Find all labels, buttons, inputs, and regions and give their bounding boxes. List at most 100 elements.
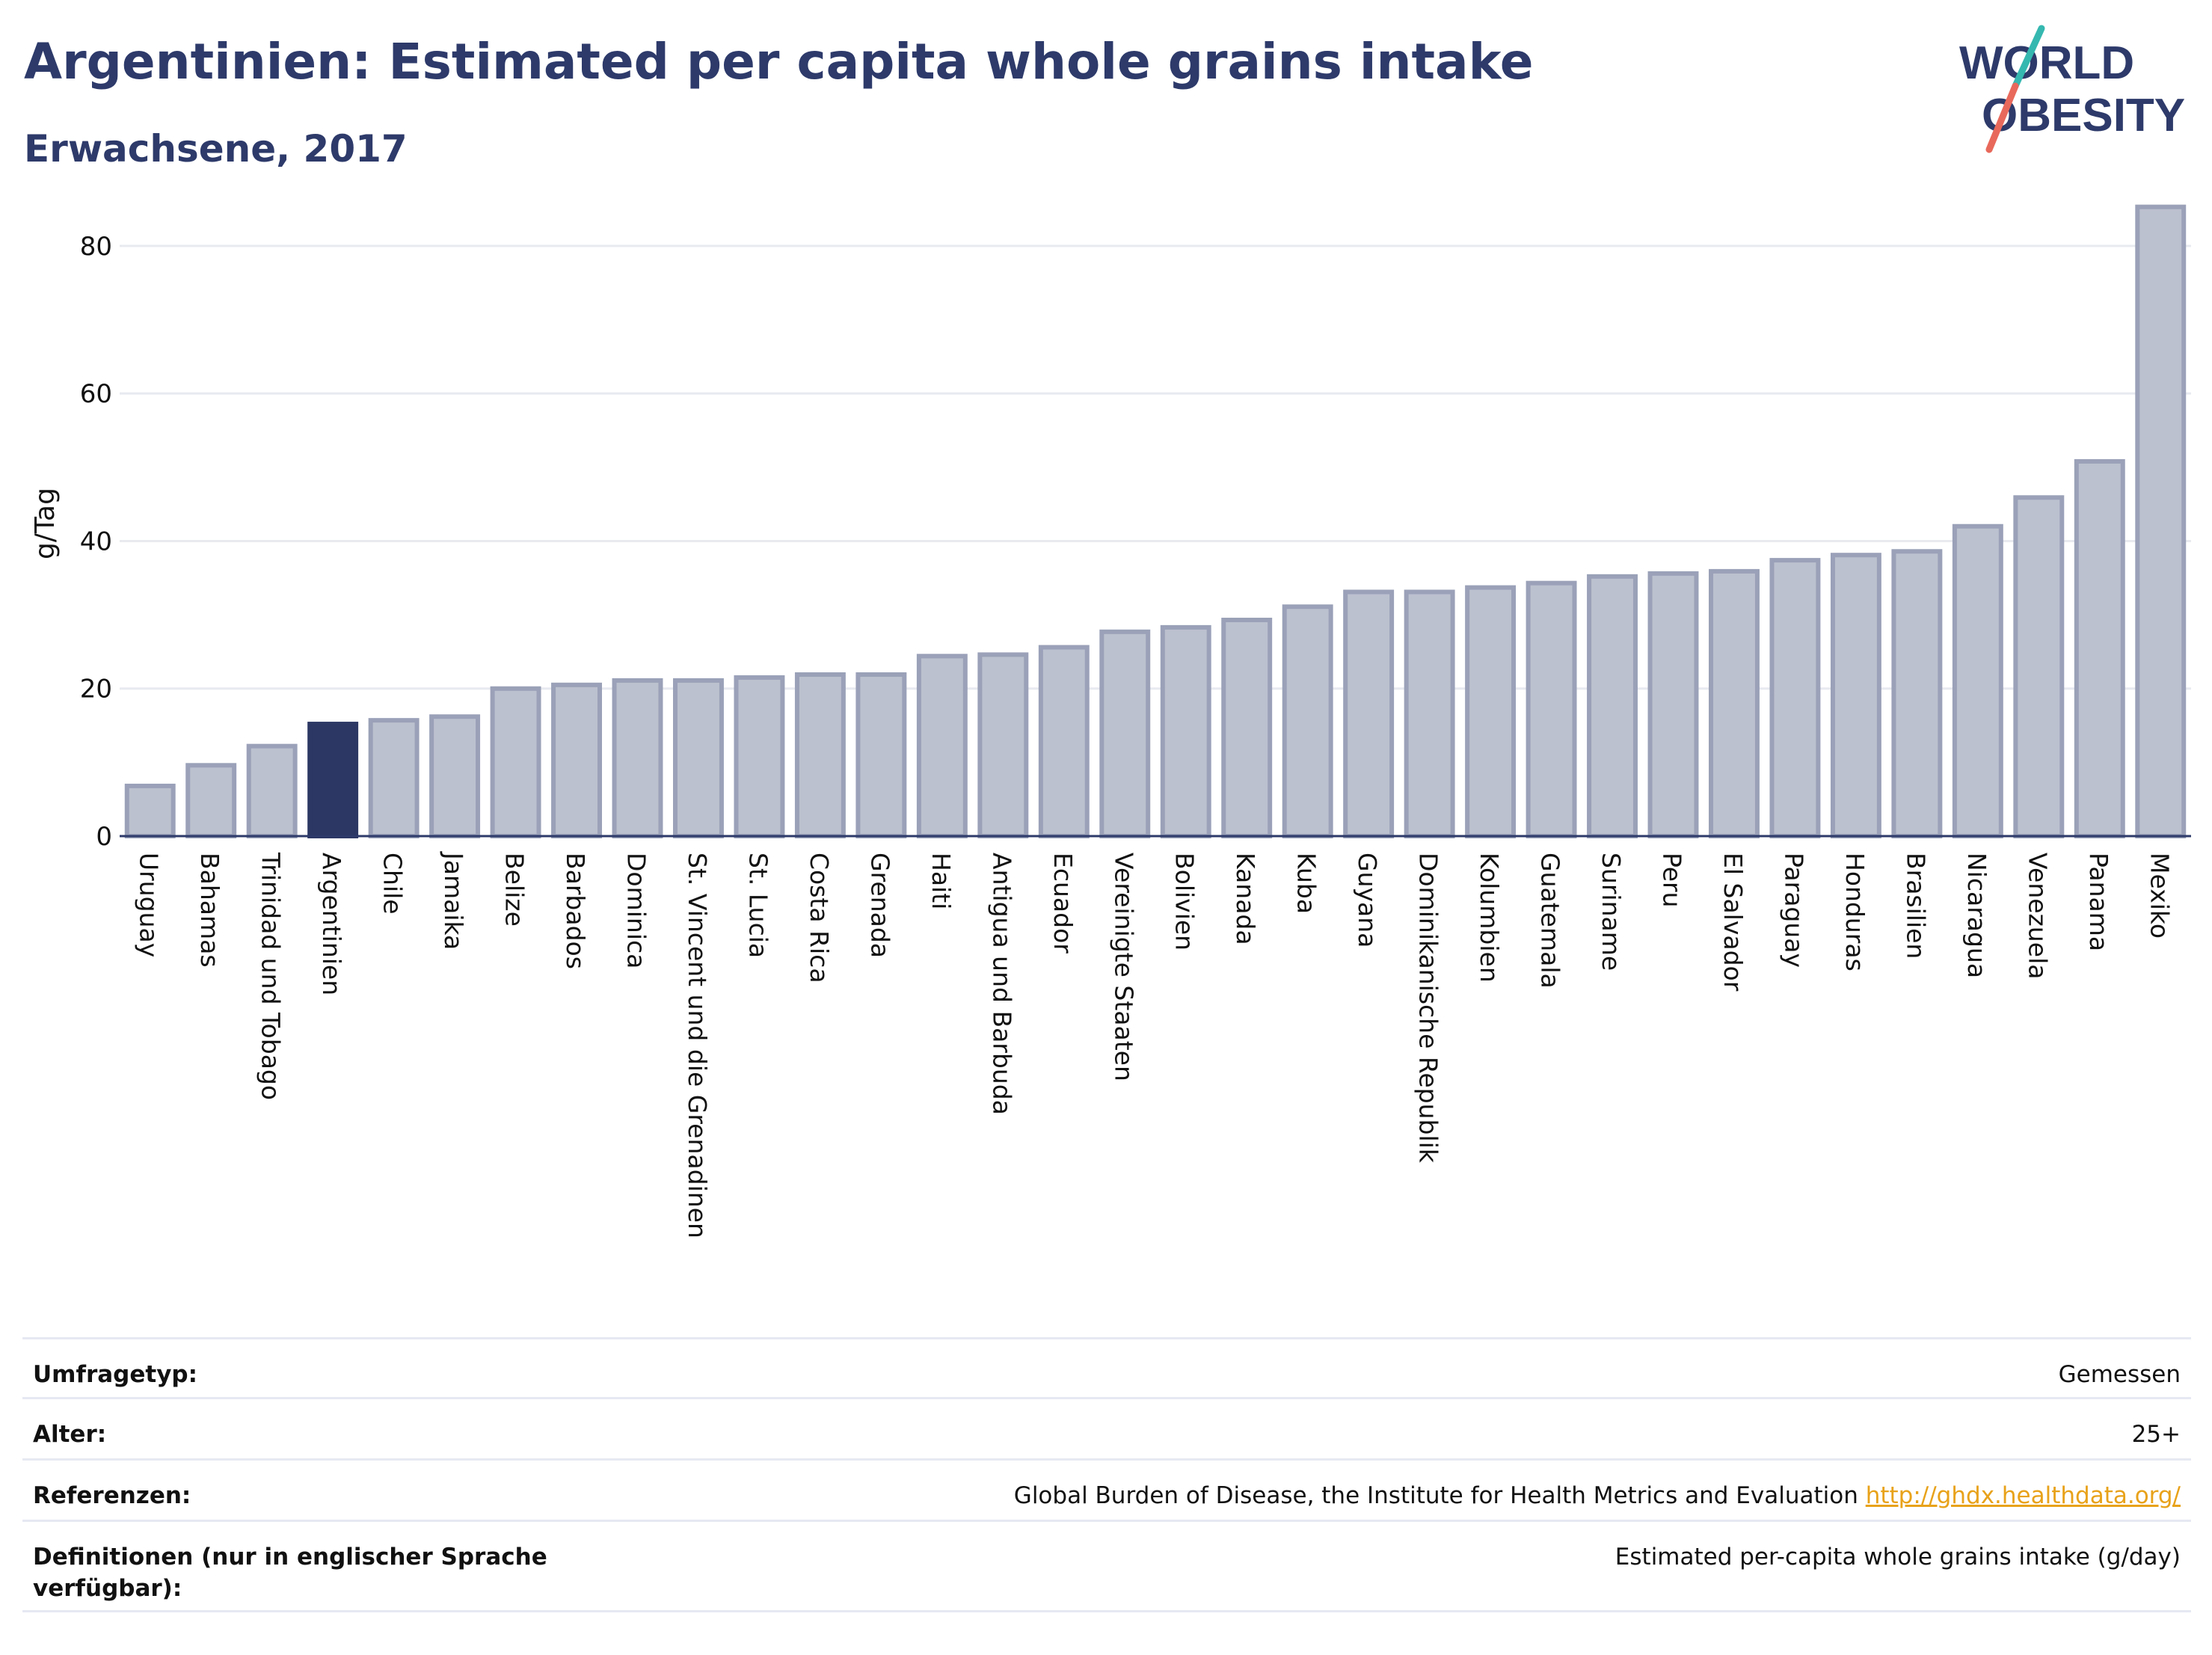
y-tick-label: 20 (80, 675, 112, 704)
x-tick-label: Chile (378, 853, 408, 915)
logo-slash-coral (1985, 82, 2019, 153)
info-value-text: 25+ (2131, 1421, 2181, 1448)
info-key: Definitionen (nur in englischer Sprache … (33, 1544, 547, 1602)
info-value-text: Global Burden of Disease, the Institute … (1013, 1482, 1858, 1509)
bar (2135, 204, 2187, 838)
info-row: Umfragetyp: Gemessen (22, 1337, 2191, 1397)
y-tick-label: 0 (96, 822, 112, 852)
bar-chart: 0 20 40 60 80 Uruguay Bahamas Trinidad und Toba… (30, 204, 2191, 1238)
bar (977, 652, 1029, 839)
bar (916, 654, 968, 838)
x-tick-label: Argentinien (317, 853, 346, 995)
reference-link[interactable]: http://ghdx.healthdata.org/ (1865, 1482, 2181, 1509)
x-tick-label: Brasilien (1901, 853, 1930, 959)
x-tick-label: Antigua und Barbuda (987, 853, 1016, 1115)
bar (368, 718, 420, 839)
x-tick-label: Kuba (1292, 853, 1321, 914)
x-tick-label: Bahamas (195, 853, 224, 968)
x-tick-label: Haiti (927, 853, 956, 909)
info-value: 25+ (2132, 1419, 2181, 1450)
bar (490, 686, 541, 839)
x-tick-label: Mexiko (2145, 853, 2174, 939)
x-tick-label: St. Vincent und die Grenadinen (683, 853, 712, 1238)
chart-subtitle: Erwachsene, 2017 (24, 127, 408, 171)
bar (1769, 558, 1821, 838)
x-tick-label: Jamaika (439, 851, 468, 950)
y-axis-label: g/Tag (30, 488, 61, 559)
logo-slash-teal (2012, 25, 2045, 90)
chart-title: Argentinien: Estimated per capita whole … (24, 33, 1534, 90)
y-tick-label: 80 (80, 232, 112, 262)
info-key: Alter: (33, 1421, 107, 1448)
x-tick-label: Trinidad und Tobago (256, 852, 286, 1100)
bar-highlighted (307, 722, 359, 839)
bar (2074, 458, 2125, 838)
bar (551, 682, 602, 839)
world-obesity-logo: WORLD OBESITY (1959, 25, 2185, 153)
x-tick-label: St. Lucia (743, 853, 772, 958)
bar (124, 783, 176, 838)
bars (124, 204, 2187, 839)
bar (1160, 624, 1211, 838)
bar (2013, 495, 2065, 838)
y-tick-label: 60 (80, 379, 112, 409)
bar (1587, 574, 1638, 838)
x-tick-label: Bolivien (1170, 853, 1199, 951)
bar (1221, 617, 1273, 839)
axes: 0 20 40 60 80 Uruguay Bahamas Trinidad und Toba… (80, 232, 2191, 1238)
bar (429, 714, 481, 839)
x-tick-label: Guatemala (1536, 853, 1565, 989)
info-value: Estimated per-capita whole grains intake… (1615, 1541, 2181, 1573)
x-tick-label: Dominica (622, 853, 651, 968)
x-tick-label: Grenada (865, 853, 894, 958)
x-tick-label: Belize (500, 853, 529, 927)
x-tick-label: Guyana (1353, 853, 1382, 948)
bar (1526, 580, 1577, 838)
info-value: Global Burden of Disease, the Institute … (1014, 1480, 2181, 1511)
x-tick-label: Barbados (561, 853, 590, 969)
x-tick-label: El Salvador (1718, 853, 1748, 992)
info-value-text: Estimated per-capita whole grains intake… (1615, 1544, 2181, 1570)
bar (1343, 589, 1395, 838)
bar (1465, 585, 1517, 838)
x-tick-label: Honduras (1840, 853, 1870, 971)
bar (1282, 604, 1333, 838)
info-value: Gemessen (2059, 1359, 2181, 1390)
x-tick-label: Kolumbien (1475, 853, 1504, 983)
bar (1404, 589, 1455, 838)
x-tick-label: Venezuela (2023, 853, 2052, 979)
x-tick-label: Paraguay (1779, 853, 1808, 968)
bar (1952, 523, 2003, 839)
y-tick-label: 40 (80, 526, 112, 556)
bar (1709, 568, 1760, 838)
bar (612, 678, 663, 838)
x-tick-label: Uruguay (135, 853, 164, 957)
x-tick-label: Kanada (1231, 853, 1260, 945)
x-tick-label: Nicaragua (1962, 853, 1991, 978)
bar (1647, 571, 1699, 838)
bar (1891, 549, 1943, 838)
bar (673, 678, 724, 838)
logo-line-1: WORLD (1959, 37, 2134, 89)
x-tick-label: Costa Rica (805, 853, 834, 983)
bar (1830, 553, 1881, 838)
x-tick-label: Panama (2084, 853, 2113, 951)
x-tick-label: Dominikanische Republik (1414, 853, 1443, 1164)
x-tick-label: Vereinigte Staaten (1109, 853, 1138, 1081)
bar (734, 675, 785, 838)
logo-line-2: OBESITY (1982, 90, 2185, 141)
bar (185, 763, 237, 838)
info-row: Definitionen (nur in englischer Sprache … (22, 1520, 2191, 1612)
info-key: Referenzen: (33, 1482, 191, 1509)
info-key: Umfragetyp: (33, 1361, 197, 1388)
info-row: Alter: 25+ (22, 1397, 2191, 1458)
bar (246, 743, 298, 838)
bar (1099, 629, 1151, 838)
x-tick-label: Peru (1658, 853, 1687, 908)
bar (794, 672, 846, 839)
x-tick-label: Suriname (1597, 853, 1626, 971)
bar (1038, 645, 1090, 838)
info-row: Referenzen: Global Burden of Disease, the… (22, 1458, 2191, 1520)
info-table: Umfragetyp: Gemessen Alter: 25+ Referenzen: G… (22, 1337, 2191, 1612)
bar (855, 672, 907, 839)
